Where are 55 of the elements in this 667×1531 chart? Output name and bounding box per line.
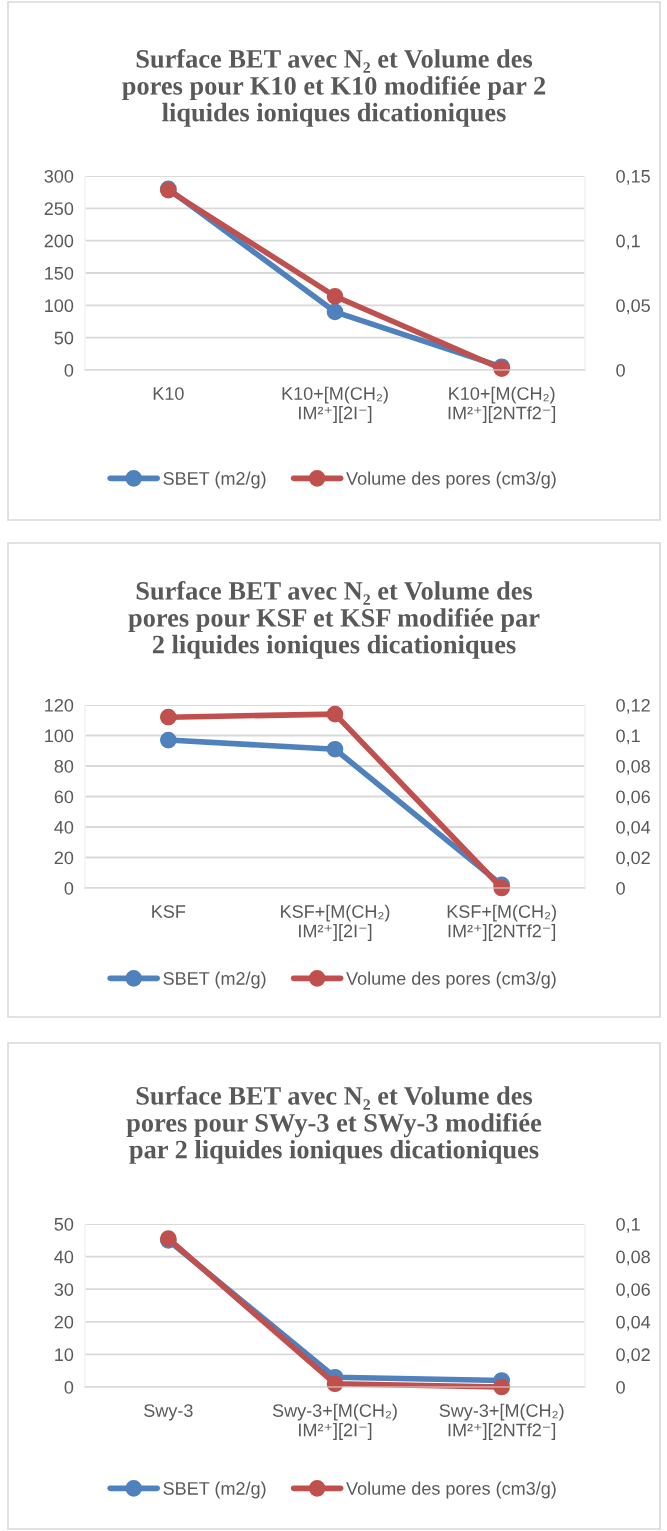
x-tick-label: KSF <box>152 905 186 918</box>
y-tick-label: 250 <box>44 202 74 216</box>
y2-tick-label: 0,04 <box>616 1315 651 1331</box>
y-tick-label: 20 <box>54 1315 74 1329</box>
y-tick-label: 30 <box>54 1283 74 1296</box>
y2-tick-label: 0,12 <box>616 698 650 714</box>
x-tick-label: Swy-3 <box>144 1404 193 1421</box>
legend-label: Volume des pores (cm3/g) <box>346 1481 556 1499</box>
y2-tick-label: 0,02 <box>616 851 650 867</box>
y2-tick-label: 0,08 <box>616 1250 650 1266</box>
legend-label: Volume des pores (cm3/g) <box>346 471 556 489</box>
y-tick-label: 60 <box>54 790 74 804</box>
y2-tick-label: 0 <box>616 1380 625 1394</box>
y2-tick-label: 0,1 <box>616 234 640 250</box>
chart-title: Surface BET avec N₂ et Volume des pores pour KSF et KSF modifiée par 2 liquides ioniques dicationiques <box>128 580 540 659</box>
y-tick-label: 80 <box>54 759 74 773</box>
y-tick-label: 300 <box>44 169 74 183</box>
y2-tick-label: 0 <box>616 363 625 377</box>
y2-tick-label: 0,06 <box>616 790 650 806</box>
x-tick-label: K10 <box>153 387 184 400</box>
y-tick-label: 100 <box>45 299 74 313</box>
legend-label: SBET (m2/g) <box>163 1481 266 1499</box>
y-tick-label: 40 <box>54 820 74 834</box>
legend-label: SBET (m2/g) <box>163 471 266 489</box>
chart-title: Surface BET avec N₂ et Volume des pores pour SWy-3 et SWy-3 modifiée par 2 liquides ioniques dicationiques <box>126 1085 542 1164</box>
y-tick-label: 20 <box>54 851 74 865</box>
y-tick-label: 0 <box>64 1380 74 1394</box>
y2-tick-label: 0,02 <box>616 1348 650 1364</box>
legend-label: SBET (m2/g) <box>163 971 266 989</box>
x-tick-label: Swy-3+[M(CH₂) IM²⁺][2I⁻] <box>272 1403 397 1440</box>
y2-tick-label: 0,1 <box>616 729 640 745</box>
y-tick-label: 40 <box>54 1250 74 1264</box>
legend-label: Volume des pores (cm3/g) <box>346 971 556 989</box>
y-tick-label: 0 <box>64 881 74 895</box>
y-tick-label: 150 <box>45 266 74 280</box>
x-tick-label: KSF+[M(CH₂) IM²⁺][2NTf2⁻] <box>447 904 556 941</box>
y-tick-label: 10 <box>55 1348 74 1362</box>
y-tick-label: 200 <box>44 234 74 248</box>
y-tick-label: 0 <box>64 363 74 377</box>
x-tick-label: Swy-3+[M(CH₂) IM²⁺][2NTf2⁻] <box>439 1403 564 1440</box>
chart-title: Surface BET avec N₂ et Volume des pores pour K10 et K10 modifiée par 2 liquides ioniques dicationiques <box>122 48 546 127</box>
x-tick-label: K10+[M(CH₂) IM²⁺][2NTf2⁻] <box>448 386 556 423</box>
y2-tick-label: 0,1 <box>616 1217 640 1233</box>
x-tick-label: KSF+[M(CH₂) IM²⁺][2I⁻] <box>281 904 390 941</box>
y2-tick-label: 0 <box>616 881 625 895</box>
y2-tick-label: 0,15 <box>616 169 650 185</box>
y-tick-label: 120 <box>45 698 74 712</box>
y-tick-label: 100 <box>45 729 74 743</box>
y-tick-label: 50 <box>54 331 74 345</box>
x-tick-label: K10+[M(CH₂) IM²⁺][2I⁻] <box>282 386 388 423</box>
y2-tick-label: 0,05 <box>616 299 650 315</box>
y2-tick-label: 0,08 <box>616 759 650 775</box>
y-tick-label: 50 <box>54 1217 74 1231</box>
y2-tick-label: 0,04 <box>616 820 651 836</box>
y2-tick-label: 0,06 <box>616 1283 650 1299</box>
